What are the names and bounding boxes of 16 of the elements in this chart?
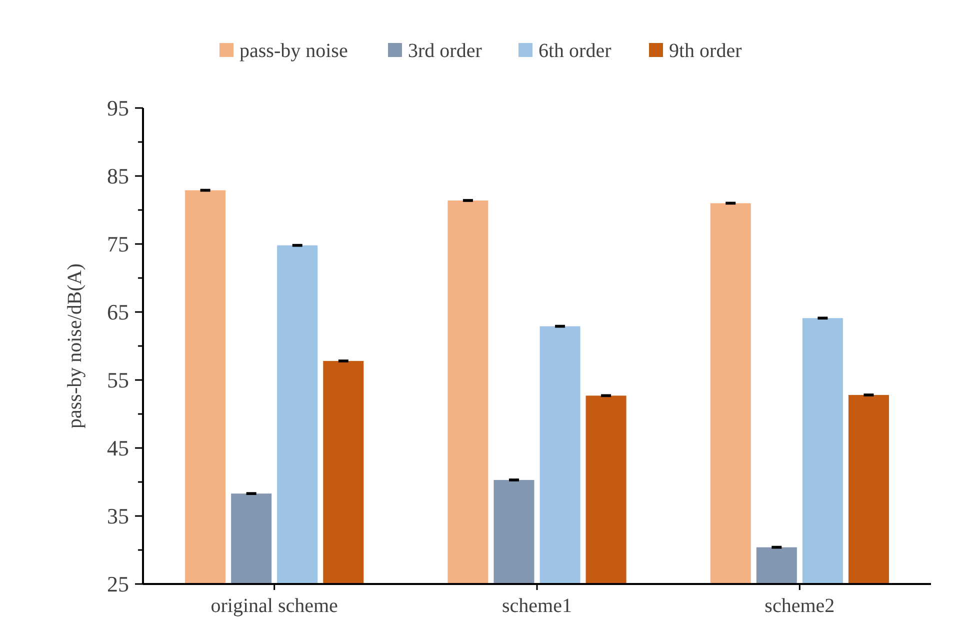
y-tick-label: 85	[107, 164, 129, 189]
y-tick-label: 45	[107, 436, 129, 461]
y-tick-label: 65	[107, 300, 129, 325]
legend-label: 3rd order	[408, 40, 482, 62]
legend-label: pass-by noise	[240, 40, 348, 62]
legend-label: 9th order	[669, 40, 742, 62]
legend-label: 6th order	[538, 40, 612, 62]
x-tick-label: original scheme	[210, 595, 338, 617]
y-tick-label: 95	[107, 96, 129, 121]
x-tick-label: scheme1	[502, 595, 572, 617]
y-axis-title: pass-by noise/dB(A)	[64, 264, 86, 428]
x-tick-label: scheme2	[764, 595, 835, 617]
y-tick-label: 75	[107, 232, 129, 257]
y-tick-label: 25	[107, 572, 129, 597]
y-tick-label: 55	[107, 368, 129, 393]
y-tick-label: 35	[107, 504, 129, 529]
